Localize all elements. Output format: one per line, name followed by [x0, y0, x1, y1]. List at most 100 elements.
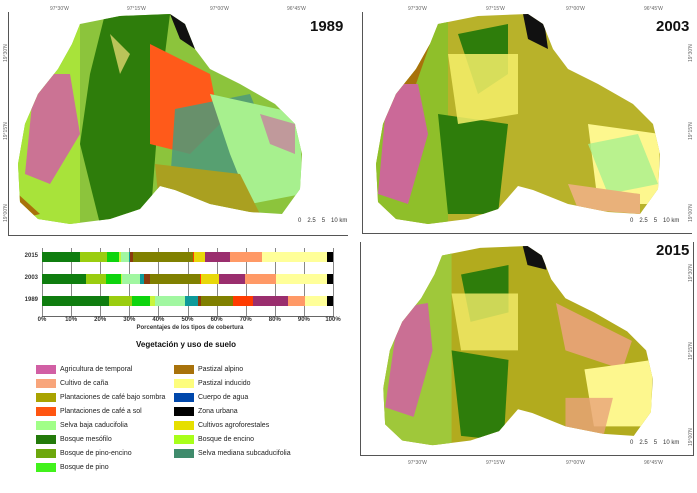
- coord-label: 19°15'N: [688, 122, 694, 140]
- bar-segment: [232, 296, 253, 306]
- bar-segment: [287, 296, 306, 306]
- legend-label: Cultivo de caña: [60, 379, 109, 387]
- year-label: 2003: [656, 18, 690, 35]
- bar-segment: [199, 274, 202, 284]
- legend-swatch: [36, 434, 56, 444]
- legend-swatch: [174, 434, 194, 444]
- scale-label: 0: [630, 440, 634, 446]
- bar-segment: [252, 296, 288, 306]
- legend-item: Agricultura de temporal: [36, 364, 132, 374]
- bar-segment: [229, 252, 262, 262]
- legend-item: Cuerpo de agua: [174, 392, 248, 402]
- bar-segment: [120, 274, 123, 284]
- legend-swatch: [174, 392, 194, 402]
- scale-label: 10 km: [331, 218, 348, 224]
- map-2003: 97°30'W 97°15'W 97°00'W 96°45'W 19°30'N …: [360, 0, 697, 240]
- scale-label: 5: [321, 218, 326, 224]
- legend-item: Plantaciones de café a sol: [36, 406, 142, 416]
- scale-bar: 0 2.5 5 10 km: [630, 440, 685, 446]
- coord-label: 97°00'W: [566, 6, 585, 12]
- bar-segment: [275, 274, 328, 284]
- legend-item: Bosque de pino: [36, 462, 109, 472]
- bar-segment: [200, 296, 233, 306]
- x-axis: [42, 316, 334, 317]
- legend-item: Pastizal inducido: [174, 378, 251, 388]
- legend-swatch: [174, 420, 194, 430]
- legend-item: Bosque mesófilo: [36, 434, 112, 444]
- x-tick-label: 70%: [239, 317, 252, 323]
- row-label: 1989: [24, 297, 38, 303]
- bar-segment: [122, 274, 140, 284]
- legend-label: Selva mediana subcaducifolia: [198, 449, 291, 457]
- bar-segment: [201, 274, 219, 284]
- legend-label: Zona urbana: [198, 407, 238, 415]
- bar-segment: [107, 252, 120, 262]
- legend-swatch: [174, 378, 194, 388]
- stacked-bar-1989: [42, 296, 333, 306]
- bar-segment: [106, 274, 121, 284]
- scale-label: 2.5: [307, 218, 316, 224]
- bar-segment: [245, 274, 276, 284]
- year-label: 1989: [310, 18, 344, 35]
- map-frame: [362, 12, 692, 234]
- bar-segment: [305, 296, 328, 306]
- legend-label: Plantaciones de café a sol: [60, 407, 142, 415]
- land-cover-map-2015: [383, 246, 653, 446]
- scale-bar: 0 2.5 5 10 km: [298, 218, 353, 224]
- legend-label: Bosque mesófilo: [60, 435, 112, 443]
- coord-label: 97°30'W: [408, 460, 427, 466]
- legend-item: Selva mediana subcaducifolia: [174, 448, 291, 458]
- coord-label: 97°00'W: [566, 460, 585, 466]
- legend-label: Plantaciones de café bajo sombra: [60, 393, 166, 401]
- map-frame: [8, 12, 348, 236]
- bar-segment: [108, 296, 133, 306]
- bar-segment: [85, 274, 107, 284]
- legend-swatch: [36, 406, 56, 416]
- legend-swatch: [36, 462, 56, 472]
- legend-title: Vegetación y uso de suelo: [135, 340, 237, 349]
- x-tick-label: 80%: [268, 317, 281, 323]
- bar-segment: [42, 252, 80, 262]
- bar-segment: [205, 252, 230, 262]
- map-1989: 97°30'W 97°15'W 97°00'W 96°45'W 19°30'N …: [0, 0, 350, 240]
- bar-segment: [144, 274, 151, 284]
- x-tick-label: 100%: [325, 317, 341, 323]
- legend-swatch: [36, 364, 56, 374]
- coord-label: 96°45'W: [644, 460, 663, 466]
- coord-label: 97°15'W: [486, 460, 505, 466]
- legend-label: Agricultura de temporal: [60, 365, 133, 373]
- legend-label: Bosque de pino: [60, 463, 109, 471]
- x-tick-label: 40%: [152, 317, 165, 323]
- scale-label: 5: [653, 218, 658, 224]
- legend-item: Pastizal alpino: [174, 364, 243, 374]
- land-cover-map-1989: [18, 14, 302, 224]
- stacked-bar-2003: [42, 274, 333, 284]
- bar-segment: [129, 252, 131, 262]
- bar-segment: [218, 274, 246, 284]
- legend-label: Pastizal inducido: [198, 379, 251, 387]
- bar-segment: [79, 252, 108, 262]
- coord-label: 19°00'N: [3, 204, 9, 222]
- legend-swatch: [36, 420, 56, 430]
- coord-label: 19°15'N: [688, 342, 694, 360]
- bar-segment: [327, 296, 333, 306]
- legend-swatch: [174, 448, 194, 458]
- row-label: 2003: [24, 275, 38, 281]
- legend-label: Selva baja caducifolia: [60, 421, 128, 429]
- scale-label: 0: [630, 218, 634, 224]
- x-tick-label: 90%: [297, 317, 310, 323]
- coord-label: 97°15'W: [486, 6, 505, 12]
- legend-item: Bosque de pino-encino: [36, 448, 132, 458]
- legend-item: Cultivos agroforestales: [174, 420, 269, 430]
- row-label: 2015: [24, 253, 38, 259]
- x-tick-label: 0%: [37, 317, 47, 323]
- bar-segment: [150, 274, 200, 284]
- scale-label: 5: [653, 440, 658, 446]
- bar-segment: [119, 252, 121, 262]
- coord-label: 19°00'N: [688, 428, 694, 446]
- stacked-bar-2015: [42, 252, 333, 262]
- scale-label: 10 km: [663, 218, 680, 224]
- x-tick-label: 50%: [181, 317, 194, 323]
- coord-label: 97°15'W: [127, 6, 146, 12]
- legend-label: Bosque de pino-encino: [60, 449, 132, 457]
